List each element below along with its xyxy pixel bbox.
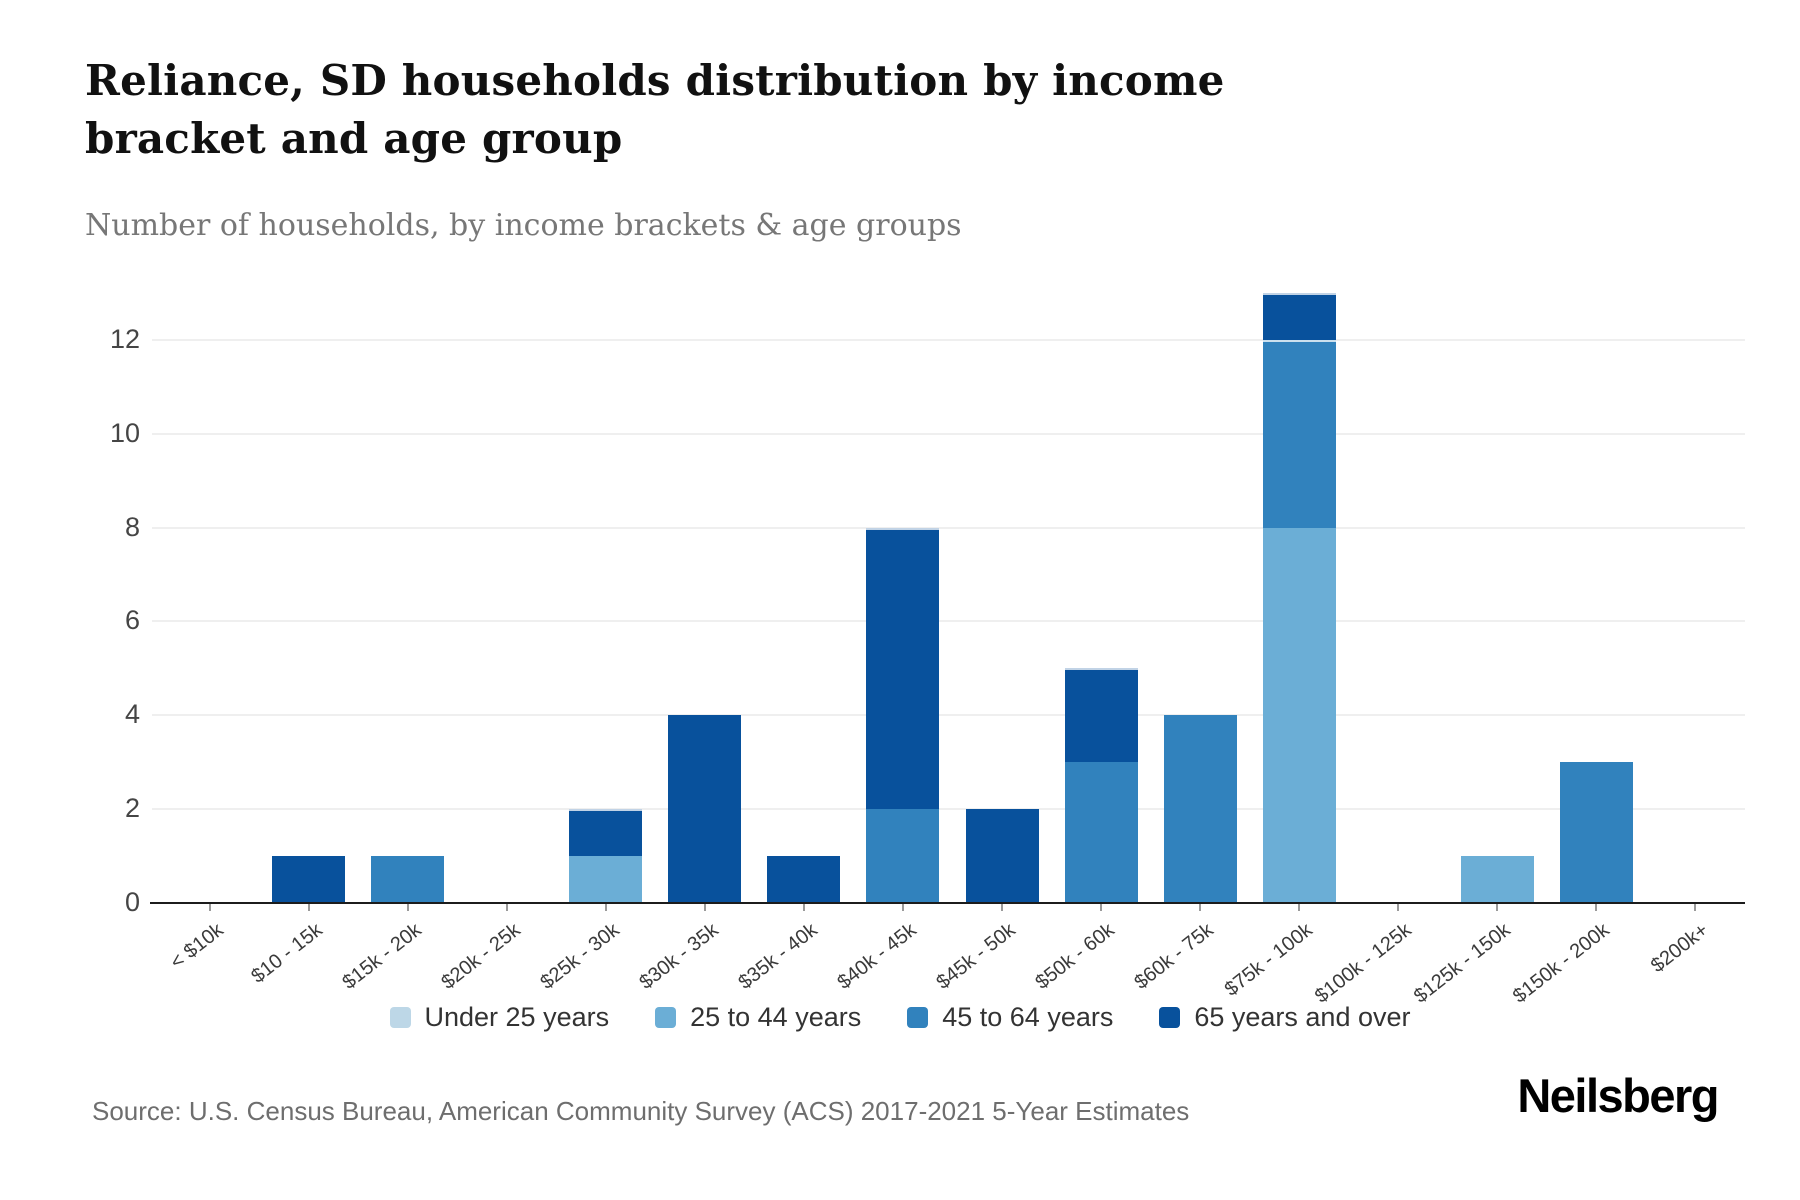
bar-segment[interactable] (1163, 715, 1237, 903)
bar-segment[interactable] (767, 856, 841, 903)
x-axis-tick-mark (1397, 903, 1400, 911)
legend-item[interactable]: Under 25 years (389, 1002, 610, 1033)
legend-label: 45 to 64 years (942, 1002, 1114, 1032)
x-axis-tick-mark (901, 903, 904, 911)
bar-segment[interactable] (1262, 339, 1336, 528)
legend-swatch (1159, 1007, 1181, 1028)
y-axis-tick-label: 2 (124, 793, 140, 824)
legend-item[interactable]: 65 years and over (1159, 1002, 1411, 1033)
bar-segment[interactable] (965, 809, 1039, 903)
grid-line (152, 620, 1745, 623)
plot-area: 0 2 4 6 8 10 12 < $10k $10 - 15k $15k - 20k $20k -… (110, 293, 1745, 1008)
x-axis-tick-mark (1595, 903, 1598, 911)
y-axis-tick-label: 10 (109, 417, 140, 448)
x-axis-tick-mark (1001, 903, 1004, 911)
grid-line (152, 338, 1745, 341)
bar-segment[interactable] (866, 527, 940, 810)
y-axis-tick-label: 12 (109, 323, 140, 354)
legend-swatch (907, 1007, 929, 1028)
x-axis-tick-mark (1298, 903, 1301, 911)
bar-segment[interactable] (569, 809, 643, 857)
legend-label: 25 to 44 years (690, 1002, 862, 1032)
x-axis-tick-mark (505, 903, 508, 911)
bar-segment[interactable] (1064, 668, 1138, 763)
bar-segment[interactable] (569, 856, 643, 903)
grid-line (152, 714, 1745, 717)
bar-segment[interactable] (668, 715, 742, 903)
legend-swatch (655, 1007, 677, 1028)
legend-label: 65 years and over (1194, 1002, 1411, 1032)
y-axis-tick-label: 4 (124, 699, 140, 730)
x-axis-tick-mark (604, 903, 607, 911)
legend-item[interactable]: 45 to 64 years (907, 1002, 1113, 1033)
bar-segment[interactable] (1559, 762, 1633, 903)
bar-segment[interactable] (272, 856, 346, 903)
x-axis-tick-mark (307, 903, 310, 911)
bar-segment[interactable] (1064, 762, 1138, 903)
x-axis-tick-mark (406, 903, 409, 911)
x-axis-tick-mark (208, 903, 211, 911)
bar-segment[interactable] (1262, 527, 1336, 903)
y-axis-tick-label: 8 (124, 511, 140, 542)
grid-line (152, 526, 1745, 529)
bar-segment[interactable] (1262, 293, 1336, 340)
x-axis-tick-mark (703, 903, 706, 911)
y-axis-tick-label: 6 (124, 605, 140, 636)
neilsberg-logo: Neilsberg (1517, 1069, 1719, 1122)
bar-segment[interactable] (371, 856, 445, 903)
legend: Under 25 years 25 to 44 years 45 to 64 yea… (0, 1002, 1800, 1033)
chart-subtitle: Number of households, by income brackets… (85, 208, 962, 243)
legend-label: Under 25 years (424, 1002, 610, 1032)
bar-segment[interactable] (1460, 856, 1534, 903)
source-attribution: Source: U.S. Census Bureau, American Com… (92, 1096, 1190, 1126)
legend-item[interactable]: 25 to 44 years (655, 1002, 861, 1033)
x-axis-tick-mark (802, 903, 805, 911)
grid-line (152, 432, 1745, 435)
x-axis-tick-mark (1199, 903, 1202, 911)
grid-line (152, 808, 1745, 811)
x-axis-tick-mark (1100, 903, 1103, 911)
x-axis-tick-mark (1694, 903, 1697, 911)
legend-swatch (389, 1007, 411, 1028)
y-axis-tick-label: 0 (124, 886, 140, 917)
page-title: Reliance, SD households distribution by … (85, 56, 1225, 163)
bar-segment[interactable] (866, 809, 940, 903)
x-axis-tick-mark (1496, 903, 1499, 911)
x-axis-line (150, 902, 1745, 904)
